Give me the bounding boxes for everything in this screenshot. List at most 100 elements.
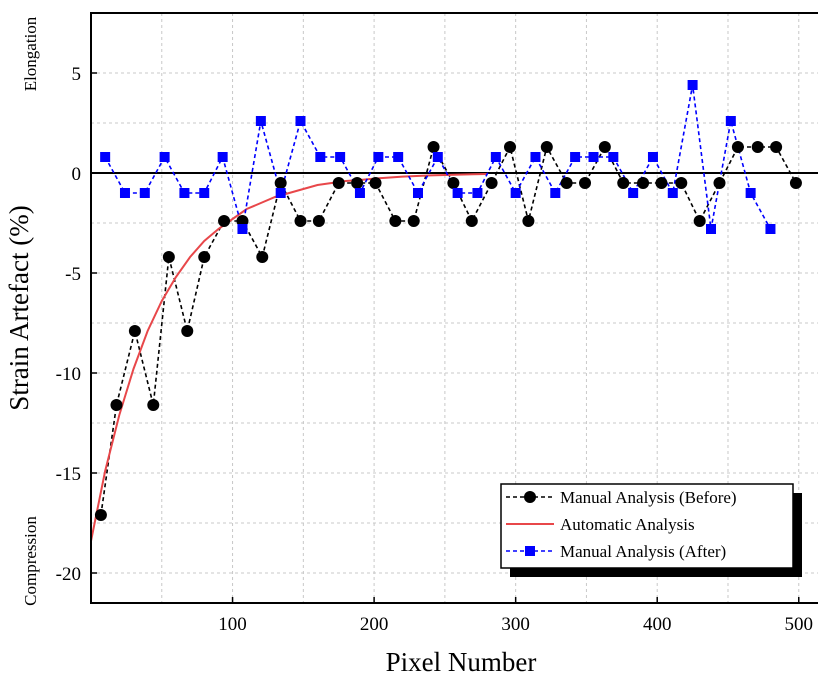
point-after [550, 188, 561, 198]
point-before [789, 177, 802, 189]
point-before [540, 141, 553, 153]
point-before [256, 251, 269, 263]
point-after [354, 188, 365, 198]
point-after [687, 80, 698, 90]
point-before [94, 509, 107, 521]
point-before [407, 215, 420, 227]
point-before [617, 177, 630, 189]
point-before [332, 177, 345, 189]
y-axis-label: Strain Artefact (%) [4, 205, 34, 410]
point-after [745, 188, 756, 198]
point-before [731, 141, 744, 153]
point-before [147, 399, 160, 411]
series-group [90, 80, 802, 542]
x-tick-label: 300 [501, 614, 530, 635]
point-before [713, 177, 726, 189]
series-line-before [100, 144, 797, 516]
y-tick-label: 5 [72, 64, 82, 85]
point-after [667, 188, 678, 198]
point-before [427, 141, 440, 153]
point-before [198, 251, 211, 263]
side-label-compression: Compression [21, 516, 40, 606]
point-before [110, 399, 123, 411]
point-before [218, 215, 231, 227]
point-after [570, 152, 581, 162]
point-before [465, 215, 478, 227]
point-after [255, 116, 266, 126]
point-after [159, 152, 170, 162]
point-before [675, 177, 688, 189]
point-before [693, 215, 706, 227]
point-before [128, 325, 141, 337]
x-axis-label: Pixel Number [386, 647, 537, 677]
point-before [503, 141, 516, 153]
point-after [608, 152, 619, 162]
side-label-elongation: Elongation [21, 16, 40, 91]
point-before [579, 177, 592, 189]
plot-frame [90, 12, 818, 604]
point-after [335, 152, 346, 162]
y-tick-label: 0 [72, 164, 82, 185]
point-before [485, 177, 498, 189]
point-after [373, 152, 384, 162]
point-before [294, 215, 307, 227]
legend-label-automatic: Automatic Analysis [560, 515, 695, 534]
point-after [315, 152, 326, 162]
x-tick-label: 500 [785, 614, 814, 635]
point-after [179, 188, 190, 198]
x-tick-label: 400 [643, 614, 672, 635]
legend: Manual Analysis (Before) Automatic Analy… [500, 483, 802, 577]
point-after [725, 116, 736, 126]
y-tick-label: -15 [56, 464, 81, 485]
point-after [452, 188, 463, 198]
legend-marker-after [525, 546, 535, 556]
legend-label-after: Manual Analysis (After) [560, 542, 726, 561]
ticks: 100 200 300 400 500 5 0 -5 -10 -15 -20 [56, 64, 813, 635]
point-before [598, 141, 611, 153]
point-after [237, 224, 248, 234]
point-after [588, 152, 599, 162]
x-tick-label: 200 [360, 614, 389, 635]
point-after [530, 152, 541, 162]
point-before [162, 251, 175, 263]
point-before [274, 177, 287, 189]
legend-marker-before [524, 491, 536, 503]
point-after [100, 152, 111, 162]
point-before [655, 177, 668, 189]
point-after [490, 152, 501, 162]
point-after [119, 188, 130, 198]
point-after [217, 152, 228, 162]
point-before [522, 215, 535, 227]
point-after [139, 188, 150, 198]
point-after [706, 224, 717, 234]
point-after [765, 224, 776, 234]
point-before [351, 177, 364, 189]
point-after [412, 188, 423, 198]
point-after [199, 188, 210, 198]
point-after [295, 116, 306, 126]
point-before [637, 177, 650, 189]
series-line-automatic [90, 173, 488, 542]
point-before [770, 141, 783, 153]
point-after [472, 188, 483, 198]
y-tick-label: -5 [65, 264, 81, 285]
point-before [447, 177, 460, 189]
point-after [628, 188, 639, 198]
y-tick-label: -10 [56, 364, 81, 385]
x-tick-label: 100 [218, 614, 247, 635]
point-before [751, 141, 764, 153]
series-line-after [104, 84, 772, 230]
point-before [181, 325, 194, 337]
y-tick-label: -20 [56, 564, 81, 585]
point-after [393, 152, 404, 162]
point-after [510, 188, 521, 198]
legend-box [500, 483, 794, 569]
point-before [369, 177, 382, 189]
point-after [647, 152, 658, 162]
point-before [560, 177, 573, 189]
point-before [312, 215, 325, 227]
point-after [432, 152, 443, 162]
point-after [275, 188, 286, 198]
legend-label-before: Manual Analysis (Before) [560, 488, 737, 507]
point-before [389, 215, 402, 227]
